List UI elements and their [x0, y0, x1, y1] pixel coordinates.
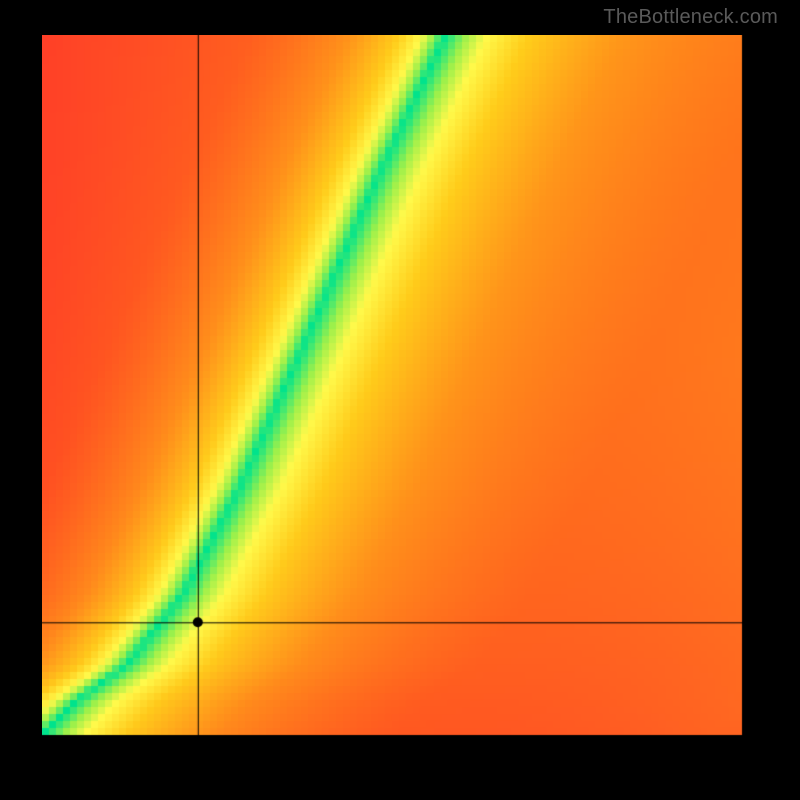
- heatmap-canvas: [42, 35, 760, 753]
- chart-root: TheBottleneck.com: [0, 0, 800, 800]
- watermark-text: TheBottleneck.com: [603, 6, 778, 29]
- plot-area: [42, 35, 760, 753]
